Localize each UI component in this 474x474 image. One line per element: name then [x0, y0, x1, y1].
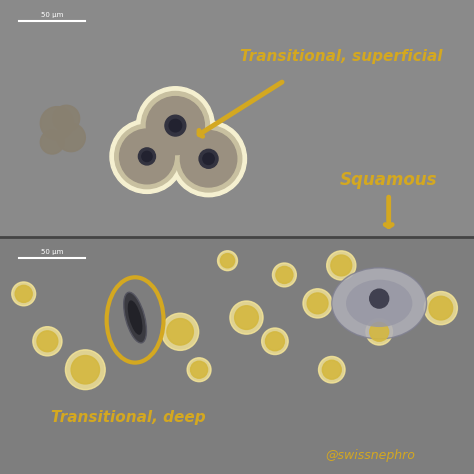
Circle shape — [15, 285, 32, 302]
Circle shape — [110, 119, 184, 193]
Circle shape — [138, 148, 155, 165]
Circle shape — [424, 292, 457, 325]
Circle shape — [40, 107, 73, 140]
Circle shape — [322, 360, 341, 379]
Text: Transitional, superficial: Transitional, superficial — [240, 49, 443, 64]
Circle shape — [303, 289, 332, 318]
Ellipse shape — [124, 292, 146, 343]
Circle shape — [187, 358, 211, 382]
Circle shape — [235, 306, 258, 329]
Ellipse shape — [346, 280, 412, 327]
Circle shape — [220, 254, 235, 268]
Circle shape — [141, 91, 210, 160]
Circle shape — [175, 126, 242, 192]
FancyBboxPatch shape — [0, 0, 474, 237]
Text: 50 µm: 50 µm — [41, 248, 64, 255]
Circle shape — [71, 356, 100, 384]
Circle shape — [65, 350, 105, 390]
FancyBboxPatch shape — [0, 237, 474, 474]
Circle shape — [137, 87, 214, 164]
Circle shape — [146, 97, 204, 155]
Circle shape — [262, 328, 288, 355]
Circle shape — [191, 361, 208, 378]
Text: 50 µm: 50 µm — [41, 11, 64, 18]
Text: @swissnephro: @swissnephro — [325, 448, 415, 462]
Circle shape — [171, 121, 246, 197]
Circle shape — [218, 251, 237, 271]
Circle shape — [162, 313, 199, 350]
Text: Squamous: Squamous — [340, 171, 438, 189]
Circle shape — [119, 129, 174, 184]
Circle shape — [115, 124, 179, 189]
Circle shape — [265, 332, 284, 351]
Circle shape — [366, 319, 392, 345]
Circle shape — [203, 153, 214, 164]
Circle shape — [276, 266, 293, 283]
Circle shape — [53, 105, 80, 132]
Circle shape — [199, 149, 218, 168]
Circle shape — [370, 322, 389, 341]
Circle shape — [331, 255, 352, 276]
Circle shape — [429, 296, 453, 320]
Circle shape — [142, 151, 152, 162]
Circle shape — [169, 119, 182, 132]
Circle shape — [165, 115, 186, 136]
Text: Transitional, deep: Transitional, deep — [51, 410, 205, 425]
Circle shape — [37, 331, 58, 352]
Circle shape — [327, 251, 356, 280]
Circle shape — [57, 123, 85, 152]
Ellipse shape — [332, 268, 427, 339]
Circle shape — [230, 301, 263, 334]
Circle shape — [180, 131, 237, 187]
Circle shape — [370, 289, 389, 308]
Circle shape — [319, 356, 345, 383]
Circle shape — [40, 130, 64, 154]
Circle shape — [273, 263, 296, 287]
Circle shape — [12, 282, 36, 306]
Circle shape — [307, 293, 328, 314]
Circle shape — [33, 327, 62, 356]
Ellipse shape — [128, 301, 142, 335]
Circle shape — [167, 319, 193, 345]
